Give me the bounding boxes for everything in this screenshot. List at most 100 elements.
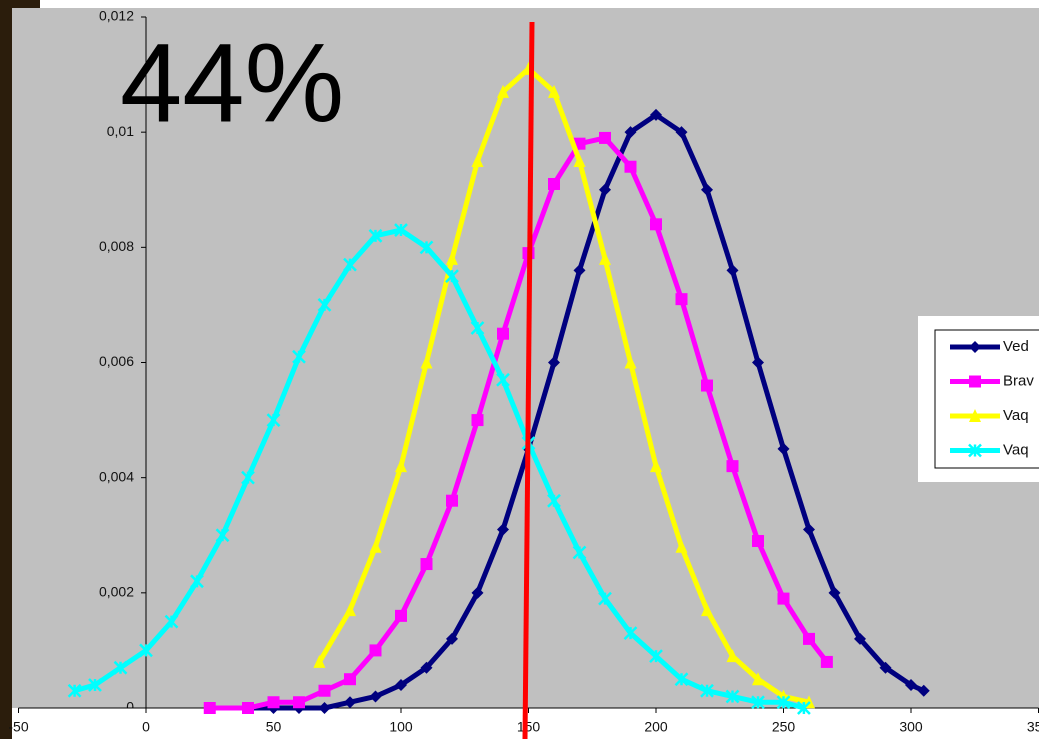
data-point [547, 493, 561, 508]
frame-top [0, 0, 40, 8]
data-point [968, 443, 982, 458]
y-tick-label: 0 [126, 699, 134, 715]
x-tick-label: 350 [1027, 719, 1039, 735]
data-point [624, 160, 637, 173]
data-point [344, 603, 356, 617]
data-point [820, 655, 833, 668]
data-point [803, 523, 815, 536]
data-point [726, 649, 739, 663]
data-point [623, 626, 638, 641]
data-point [369, 539, 382, 553]
x-tick-label: 200 [644, 719, 668, 735]
data-point [369, 644, 382, 657]
data-point [674, 672, 689, 687]
legend-label: Vaq [1003, 407, 1029, 424]
data-point [548, 177, 560, 190]
data-point [395, 459, 407, 473]
data-point [241, 470, 255, 485]
data-point [471, 586, 484, 599]
data-point [266, 413, 281, 427]
data-point [650, 459, 662, 473]
data-point [751, 695, 765, 710]
series [67, 21, 930, 739]
data-point [752, 535, 764, 548]
data-point [650, 218, 662, 231]
data-point [917, 684, 930, 697]
data-point [726, 264, 739, 277]
data-point [215, 528, 230, 543]
legend-label: Ved [1003, 338, 1029, 355]
data-point [752, 672, 764, 686]
data-point [700, 683, 714, 698]
data-point [67, 683, 82, 698]
reference-line [522, 21, 535, 739]
data-point [88, 678, 102, 692]
data-point [905, 678, 917, 691]
data-point [701, 379, 713, 392]
y-tick-label: 0,004 [99, 468, 134, 484]
data-point [573, 264, 586, 277]
data-point [497, 84, 509, 98]
data-point [497, 327, 509, 340]
data-point [879, 661, 892, 674]
data-point [420, 355, 433, 369]
data-point [752, 356, 764, 369]
data-point [725, 689, 740, 704]
data-point [445, 269, 459, 284]
annotation: 44% [120, 21, 344, 146]
data-point [267, 696, 280, 709]
data-point [368, 228, 383, 243]
legend-label: Vaq [1003, 441, 1029, 458]
data-point [548, 84, 560, 98]
data-point [420, 661, 433, 674]
data-point [313, 654, 326, 668]
data-point [675, 539, 688, 553]
data-point [344, 673, 356, 686]
x-tick-label: 100 [389, 719, 413, 735]
data-point [471, 153, 484, 167]
data-point [113, 660, 128, 675]
x-tick-label: 0 [142, 719, 150, 735]
data-point [420, 558, 433, 571]
data-point [854, 632, 866, 645]
data-point [969, 375, 981, 388]
series-group [67, 223, 811, 715]
data-point [395, 609, 407, 622]
series-group [242, 108, 930, 714]
x-tick-label: 50 [266, 719, 282, 735]
y-tick-label: 0,006 [99, 353, 134, 369]
data-point [599, 251, 611, 265]
data-point [572, 545, 587, 560]
x-tick-label: 300 [899, 719, 923, 735]
data-point [650, 108, 662, 121]
data-point [190, 574, 204, 589]
x-tick-label: -50 [8, 719, 28, 735]
data-point [573, 153, 586, 167]
data-point [446, 251, 458, 265]
legend-label: Brav [1003, 372, 1034, 389]
data-point [675, 293, 688, 306]
series-line [248, 112, 925, 711]
data-point [776, 695, 791, 710]
data-point [394, 223, 408, 237]
data-point [777, 592, 790, 605]
data-point [777, 442, 790, 455]
data-point [497, 523, 509, 536]
data-point [318, 684, 331, 697]
data-point [446, 632, 458, 645]
data-point [292, 349, 306, 364]
y-tick-label: 0,008 [99, 238, 134, 254]
frame-left [0, 0, 12, 739]
data-point [471, 414, 484, 427]
x-tick-label: 250 [772, 719, 796, 735]
data-point [675, 126, 688, 139]
legend-frame [934, 329, 1039, 469]
series-line [73, 227, 805, 711]
data-point [419, 240, 434, 255]
data-point [797, 701, 811, 715]
data-point [701, 183, 713, 196]
data-point [139, 643, 153, 658]
y-tick-label: 0,01 [107, 123, 134, 139]
data-point [470, 321, 485, 335]
